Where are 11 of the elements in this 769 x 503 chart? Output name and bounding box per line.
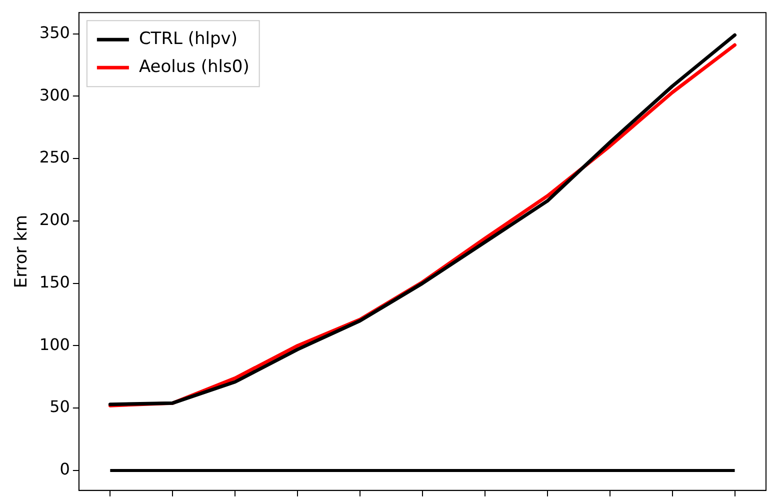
y-axis-title: Error km bbox=[12, 214, 32, 288]
y-tick-label: 250 bbox=[39, 148, 70, 167]
y-tick-label: 350 bbox=[39, 22, 70, 42]
legend-label: Aeolus (hls0) bbox=[138, 57, 250, 78]
y-tick-label: 200 bbox=[39, 210, 70, 230]
y-tick-label: 50 bbox=[50, 397, 70, 416]
y-tick-label: 0 bbox=[60, 460, 70, 479]
y-tick-label: 100 bbox=[39, 334, 70, 354]
y-tick-label: 300 bbox=[39, 85, 70, 104]
y-tick-label: 150 bbox=[39, 272, 70, 292]
legend-label: CTRL (hlpv) bbox=[138, 29, 238, 50]
